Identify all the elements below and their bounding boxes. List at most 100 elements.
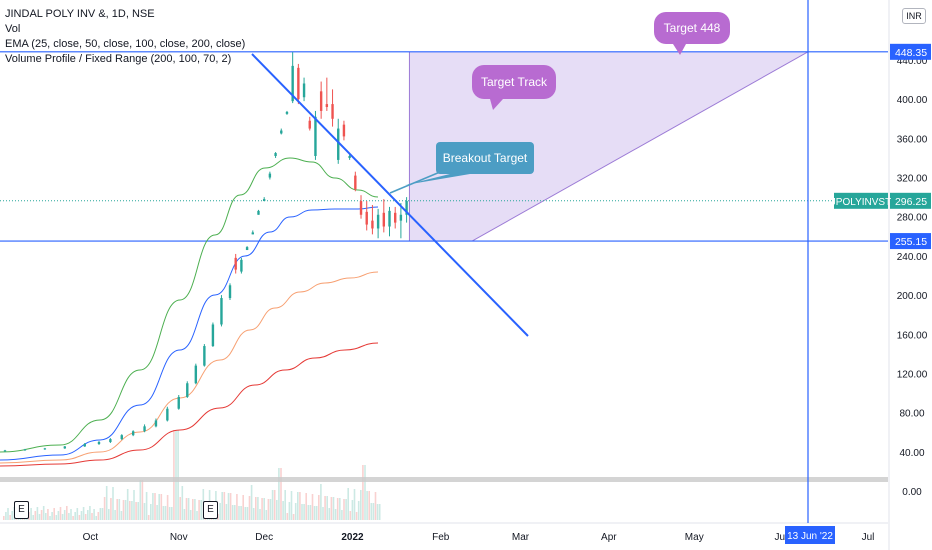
volume-bar [139, 480, 142, 520]
price-axis-panel[interactable] [889, 0, 932, 550]
candle-body[interactable] [331, 104, 334, 119]
volume-bar [162, 506, 165, 520]
price-label-box[interactable] [890, 192, 931, 209]
candle-body[interactable] [120, 435, 123, 440]
legend-symbol[interactable]: JINDAL POLY INV &, 1D, NSE [5, 8, 155, 20]
x-tick-label: Oct [83, 532, 99, 543]
volume-bar [126, 489, 129, 520]
volume-bar [57, 511, 60, 520]
candle-body[interactable] [23, 449, 27, 451]
volume-bar [311, 494, 314, 520]
candle-body[interactable] [280, 130, 283, 134]
volume-bar [89, 506, 91, 520]
legend-volume[interactable]: Vol [5, 23, 21, 35]
candle-body[interactable] [240, 259, 243, 272]
candle-body[interactable] [166, 408, 169, 421]
candle-body[interactable] [399, 214, 403, 221]
candle-body[interactable] [63, 446, 67, 449]
candle-body[interactable] [354, 175, 357, 190]
callout-bubble[interactable] [654, 12, 730, 44]
candle-body[interactable] [262, 199, 266, 202]
ema-line[interactable] [0, 157, 379, 453]
candle-body[interactable] [186, 383, 189, 397]
candle-body[interactable] [154, 420, 158, 427]
candle-body[interactable] [245, 247, 249, 251]
ema-line[interactable] [0, 271, 379, 464]
candle-body[interactable] [143, 426, 146, 432]
candle-body[interactable] [285, 111, 289, 114]
volume-bar [158, 494, 160, 520]
candle-body[interactable] [251, 232, 254, 235]
volume-bar [370, 503, 373, 520]
candle-body[interactable] [325, 104, 329, 108]
price-label-box[interactable] [890, 43, 931, 60]
x-tick-label: Jul [862, 532, 875, 543]
volume-bar [166, 495, 169, 520]
date-marker-box[interactable] [785, 526, 835, 544]
volume-bar [353, 489, 356, 520]
candle-body[interactable] [314, 116, 317, 156]
candle-body[interactable] [257, 210, 260, 215]
candle-body[interactable] [109, 439, 112, 443]
target-track-diagonal[interactable] [471, 51, 809, 242]
candle-body[interactable] [394, 212, 397, 223]
candle-body[interactable] [337, 128, 340, 160]
candle-body[interactable] [97, 442, 101, 444]
volume-bar [133, 490, 135, 520]
candle-body[interactable] [220, 298, 223, 325]
volume-bar [315, 506, 318, 520]
breakout-trendline[interactable] [251, 53, 529, 337]
callout-tail [673, 44, 686, 55]
currency-button[interactable]: INR [902, 8, 926, 24]
x-tick-label: 2022 [341, 532, 364, 543]
candle-body[interactable] [302, 83, 306, 98]
candle-body[interactable] [405, 201, 408, 215]
candle-body[interactable] [194, 365, 198, 384]
candle-body[interactable] [371, 220, 374, 229]
target-track-area[interactable] [409, 51, 808, 242]
candle-body[interactable] [3, 450, 7, 452]
volume-bar [334, 509, 337, 520]
volume-bar [324, 496, 326, 520]
candle-body[interactable] [228, 285, 232, 299]
candle-body[interactable] [291, 65, 294, 102]
candle-body[interactable] [43, 448, 47, 450]
legend-ema[interactable]: EMA (25, close, 50, close, 100, close, 2… [5, 38, 246, 50]
candle-body[interactable] [348, 155, 351, 158]
candle-body[interactable] [319, 91, 323, 111]
volume-bar [364, 465, 366, 520]
candle-body[interactable] [388, 210, 391, 227]
price-label-box[interactable] [890, 233, 931, 250]
candle-body[interactable] [268, 173, 272, 178]
candle-body[interactable] [365, 211, 368, 225]
candle-body[interactable] [274, 153, 277, 156]
volume-bar [292, 514, 295, 520]
earnings-badge[interactable]: E [14, 501, 29, 519]
candle-body[interactable] [376, 214, 380, 229]
candle-body[interactable] [359, 201, 363, 215]
volume-bar [183, 509, 186, 520]
candle-body[interactable] [382, 212, 386, 227]
legend-volume-profile[interactable]: Volume Profile / Fixed Range (200, 100, … [5, 53, 232, 65]
candle-body[interactable] [83, 443, 86, 447]
candle-body[interactable] [131, 431, 135, 436]
callout-tail [490, 99, 503, 110]
symbol-tag-box[interactable] [834, 192, 888, 209]
candle-body[interactable] [342, 124, 346, 137]
ema-line[interactable] [0, 342, 379, 467]
candle-body[interactable] [177, 396, 180, 409]
volume-bar [168, 507, 171, 520]
earnings-badge[interactable]: E [203, 501, 218, 519]
volume-bar [343, 499, 345, 520]
candle-body[interactable] [203, 346, 206, 366]
callout-bubble[interactable] [436, 142, 534, 174]
ema-line[interactable] [0, 206, 379, 461]
candle-body[interactable] [297, 67, 300, 100]
candle-body[interactable] [234, 257, 237, 270]
callout-bubble[interactable] [472, 65, 556, 99]
volume-bar [179, 497, 181, 520]
candle-body[interactable] [211, 324, 215, 347]
candle-body[interactable] [308, 120, 311, 129]
